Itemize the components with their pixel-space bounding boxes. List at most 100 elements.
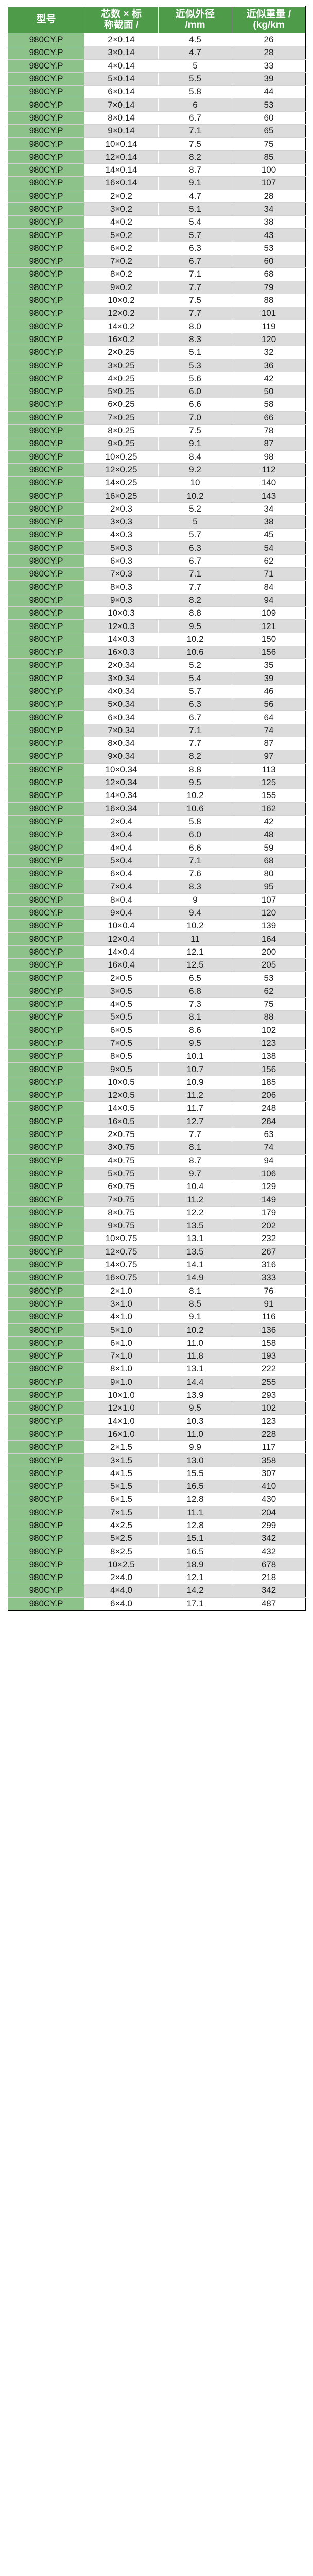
table-row: 980CY.P 6×4.0 17.1 487 bbox=[8, 1597, 306, 1611]
cell-weight: 333 bbox=[232, 1271, 306, 1285]
cell-model: 980CY.P bbox=[8, 1049, 84, 1063]
cell-outer-diameter: 7.3 bbox=[158, 997, 232, 1011]
cell-outer-diameter: 7.7 bbox=[158, 580, 232, 594]
cell-weight: 39 bbox=[232, 72, 306, 86]
cell-outer-diameter: 11.1 bbox=[158, 1505, 232, 1519]
cell-cross-section: 12×0.5 bbox=[84, 1089, 159, 1103]
cell-weight: 162 bbox=[232, 802, 306, 816]
cell-model: 980CY.P bbox=[8, 1232, 84, 1246]
table-row: 980CY.P 10×0.5 10.9 185 bbox=[8, 1075, 306, 1090]
table-row: 980CY.P 4×2.5 12.8 299 bbox=[8, 1518, 306, 1533]
cell-weight: 139 bbox=[232, 919, 306, 933]
cell-cross-section: 9×0.4 bbox=[84, 906, 159, 920]
cell-cross-section: 9×0.75 bbox=[84, 1219, 159, 1233]
cell-model: 980CY.P bbox=[8, 554, 84, 568]
cell-model: 980CY.P bbox=[8, 385, 84, 399]
header-cross-line2: 称截面 / bbox=[103, 20, 139, 30]
table-row: 980CY.P 8×0.4 9 107 bbox=[8, 893, 306, 907]
cell-weight: 65 bbox=[232, 124, 306, 138]
cell-weight: 28 bbox=[232, 46, 306, 60]
cable-specification-table: 型号 芯数 × 标 称截面 / 近似外径 /mm 近似重量 / (kg/km 9… bbox=[8, 6, 306, 1611]
table-row: 980CY.P 5×0.5 8.1 88 bbox=[8, 1010, 306, 1024]
cell-cross-section: 7×0.2 bbox=[84, 255, 159, 268]
cell-weight: 87 bbox=[232, 737, 306, 751]
table-row: 980CY.P 5×0.34 6.3 56 bbox=[8, 698, 306, 711]
cell-cross-section: 10×0.14 bbox=[84, 137, 159, 151]
cell-weight: 74 bbox=[232, 723, 306, 738]
cell-model: 980CY.P bbox=[8, 1532, 84, 1546]
table-row: 980CY.P 6×0.4 7.6 80 bbox=[8, 867, 306, 881]
table-row: 980CY.P 14×0.34 10.2 155 bbox=[8, 789, 306, 803]
table-row: 980CY.P 2×0.4 5.8 42 bbox=[8, 815, 306, 829]
cell-weight: 123 bbox=[232, 1414, 306, 1428]
table-row: 980CY.P 2×1.0 8.1 76 bbox=[8, 1284, 306, 1298]
cell-model: 980CY.P bbox=[8, 1479, 84, 1494]
cell-weight: 87 bbox=[232, 437, 306, 451]
header-weight-line1: 近似重量 / bbox=[246, 8, 291, 20]
table-row: 980CY.P 4×0.2 5.4 38 bbox=[8, 215, 306, 229]
cell-outer-diameter: 7.5 bbox=[158, 293, 232, 308]
table-row: 980CY.P 10×0.3 8.8 109 bbox=[8, 606, 306, 620]
cell-weight: 94 bbox=[232, 1154, 306, 1167]
cell-weight: 84 bbox=[232, 580, 306, 594]
table-row: 980CY.P 12×0.4 11 164 bbox=[8, 932, 306, 946]
cell-cross-section: 6×1.0 bbox=[84, 1336, 159, 1350]
cell-outer-diameter: 14.9 bbox=[158, 1271, 232, 1285]
cell-cross-section: 12×0.3 bbox=[84, 619, 159, 633]
cell-cross-section: 10×2.5 bbox=[84, 1557, 159, 1572]
table-body: 980CY.P 2×0.14 4.5 26 980CY.P 3×0.14 4.7 28 980C… bbox=[8, 32, 306, 1611]
cell-weight: 410 bbox=[232, 1479, 306, 1494]
cell-weight: 342 bbox=[232, 1584, 306, 1598]
cell-cross-section: 6×0.4 bbox=[84, 867, 159, 881]
table-row: 980CY.P 14×0.5 11.7 248 bbox=[8, 1101, 306, 1115]
cell-outer-diameter: 9.7 bbox=[158, 1166, 232, 1181]
cell-outer-diameter: 6.7 bbox=[158, 111, 232, 125]
cell-outer-diameter: 10 bbox=[158, 476, 232, 490]
cell-outer-diameter: 8.1 bbox=[158, 1284, 232, 1298]
cell-cross-section: 16×0.25 bbox=[84, 489, 159, 503]
table-row: 980CY.P 8×2.5 16.5 432 bbox=[8, 1545, 306, 1558]
table-row: 980CY.P 3×0.2 5.1 34 bbox=[8, 202, 306, 216]
cell-weight: 97 bbox=[232, 750, 306, 764]
cell-weight: 430 bbox=[232, 1493, 306, 1506]
cell-cross-section: 16×1.0 bbox=[84, 1427, 159, 1442]
cell-cross-section: 10×0.4 bbox=[84, 919, 159, 933]
cell-weight: 185 bbox=[232, 1075, 306, 1090]
cell-model: 980CY.P bbox=[8, 1453, 84, 1467]
table-row: 980CY.P 6×0.14 5.8 44 bbox=[8, 85, 306, 99]
cell-outer-diameter: 8.8 bbox=[158, 606, 232, 620]
column-header-weight: 近似重量 / (kg/km bbox=[232, 6, 306, 33]
cell-outer-diameter: 6.3 bbox=[158, 698, 232, 711]
cell-model: 980CY.P bbox=[8, 450, 84, 464]
cell-model: 980CY.P bbox=[8, 189, 84, 203]
cell-outer-diameter: 11.7 bbox=[158, 1101, 232, 1115]
cell-model: 980CY.P bbox=[8, 841, 84, 855]
cell-cross-section: 5×0.75 bbox=[84, 1166, 159, 1181]
cell-outer-diameter: 5.3 bbox=[158, 359, 232, 372]
cell-model: 980CY.P bbox=[8, 984, 84, 998]
cell-outer-diameter: 7.5 bbox=[158, 137, 232, 151]
cell-outer-diameter: 12.7 bbox=[158, 1114, 232, 1128]
cell-weight: 62 bbox=[232, 554, 306, 568]
table-row: 980CY.P 9×1.0 14.4 255 bbox=[8, 1375, 306, 1389]
cell-cross-section: 10×1.0 bbox=[84, 1388, 159, 1402]
cell-outer-diameter: 12.8 bbox=[158, 1493, 232, 1506]
cell-cross-section: 2×0.14 bbox=[84, 32, 159, 47]
cell-weight: 78 bbox=[232, 423, 306, 438]
cell-weight: 155 bbox=[232, 789, 306, 803]
cell-model: 980CY.P bbox=[8, 202, 84, 216]
table-row: 980CY.P 3×0.5 6.8 62 bbox=[8, 984, 306, 998]
cell-cross-section: 16×0.75 bbox=[84, 1271, 159, 1285]
cell-model: 980CY.P bbox=[8, 1141, 84, 1155]
cell-cross-section: 6×0.14 bbox=[84, 85, 159, 99]
table-row: 980CY.P 2×0.5 6.5 53 bbox=[8, 971, 306, 985]
cell-weight: 150 bbox=[232, 632, 306, 646]
table-row: 980CY.P 10×0.4 10.2 139 bbox=[8, 919, 306, 933]
cell-weight: 48 bbox=[232, 828, 306, 842]
table-row: 980CY.P 2×0.2 4.7 28 bbox=[8, 189, 306, 203]
cell-outer-diameter: 8.6 bbox=[158, 1023, 232, 1037]
cell-model: 980CY.P bbox=[8, 423, 84, 438]
cell-outer-diameter: 16.5 bbox=[158, 1479, 232, 1494]
cell-cross-section: 8×0.75 bbox=[84, 1206, 159, 1220]
cell-outer-diameter: 7.1 bbox=[158, 567, 232, 581]
